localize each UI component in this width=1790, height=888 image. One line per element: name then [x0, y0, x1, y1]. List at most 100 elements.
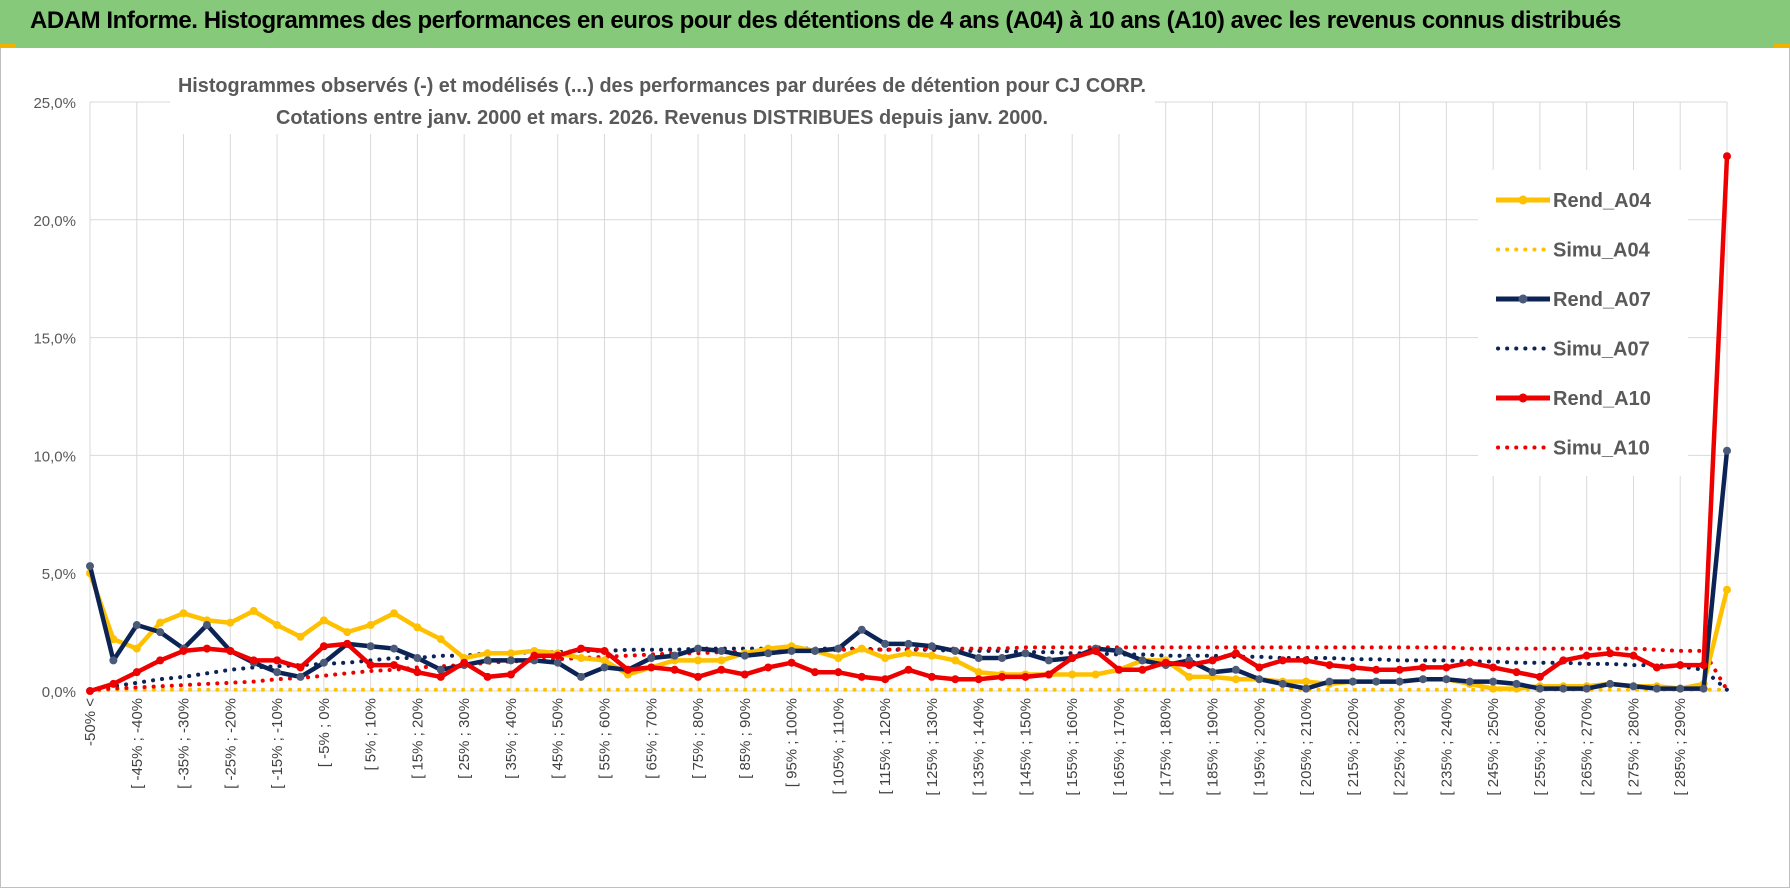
x-tick-label: [ 235% ; 240% [1438, 698, 1455, 796]
legend-marker [1518, 195, 1528, 205]
corner-accent-right [1774, 44, 1790, 48]
data-point [694, 644, 703, 653]
legend-label: Simu_A10 [1553, 438, 1650, 460]
data-point [179, 646, 188, 655]
x-tick-label: [ 65% ; 70% [643, 698, 660, 779]
data-point [273, 621, 282, 630]
data-point [1676, 661, 1685, 670]
data-point [460, 658, 469, 667]
data-point [1699, 684, 1708, 693]
x-tick-label: [ -35% ; -30% [176, 698, 193, 789]
data-point [810, 646, 819, 655]
data-point [834, 668, 843, 677]
x-tick-label: [ 175% ; 180% [1158, 698, 1175, 796]
data-point [974, 654, 983, 663]
data-point [1535, 684, 1544, 693]
data-point [1044, 670, 1053, 679]
data-point [156, 628, 165, 637]
data-point [553, 658, 562, 667]
data-point [1559, 684, 1568, 693]
data-point [249, 656, 258, 665]
legend-marker [1518, 393, 1528, 403]
data-point [1652, 663, 1661, 672]
legend-label: Rend_A04 [1553, 190, 1652, 212]
data-point [1372, 677, 1381, 686]
legend-item-rend-a07: Rend_A07 [1496, 289, 1651, 311]
data-point [1114, 646, 1123, 655]
data-point [1185, 672, 1194, 681]
data-point [904, 665, 913, 674]
data-point [1021, 672, 1030, 681]
data-point [1418, 675, 1427, 684]
data-point [530, 651, 539, 660]
legend-label: Rend_A10 [1553, 388, 1651, 410]
data-point [436, 635, 445, 644]
data-point [1559, 656, 1568, 665]
data-point [810, 668, 819, 677]
data-point [951, 646, 960, 655]
x-tick-label: [ 45% ; 50% [550, 698, 567, 779]
data-point [1325, 677, 1334, 686]
data-point [1489, 684, 1498, 693]
x-tick-label: [ 265% ; 270% [1579, 698, 1596, 796]
data-point [86, 687, 94, 695]
data-point [553, 651, 562, 660]
data-point [109, 635, 118, 644]
data-point [740, 670, 749, 679]
chart-subtitle: Cotations entre janv. 2000 et mars. 2026… [276, 107, 1048, 129]
x-tick-label: [ -15% ; -10% [269, 698, 286, 789]
series-rend-a07 [86, 446, 1731, 693]
data-point [927, 642, 936, 651]
data-point [1535, 672, 1544, 681]
data-point [1629, 682, 1638, 691]
data-point [1489, 663, 1498, 672]
data-point [764, 663, 773, 672]
data-point [1348, 677, 1357, 686]
data-point [1231, 665, 1240, 674]
data-point [1372, 665, 1381, 674]
data-point [483, 672, 492, 681]
y-tick-label: 10,0% [33, 448, 76, 465]
data-point [132, 668, 141, 677]
x-tick-label: [ 135% ; 140% [971, 698, 988, 796]
data-point [1278, 679, 1287, 688]
header-bar: ADAM Informe. Histogrammes des performan… [0, 0, 1790, 48]
header-title: ADAM Informe. Histogrammes des performan… [30, 7, 1621, 34]
data-point [1302, 656, 1311, 665]
data-point [1442, 675, 1451, 684]
y-tick-label: 25,0% [33, 95, 76, 112]
x-tick-label: [ 35% ; 40% [503, 698, 520, 779]
data-point [1676, 684, 1685, 693]
data-point [1512, 668, 1521, 677]
data-point [764, 649, 773, 658]
data-point [974, 668, 983, 677]
data-point [998, 654, 1007, 663]
data-point [857, 644, 866, 653]
data-point [927, 651, 936, 660]
data-point [436, 665, 445, 674]
x-tick-label: [ 115% ; 120% [877, 698, 894, 794]
chart-title-background [170, 66, 1155, 134]
legend-item-simu-a04: Simu_A04 [1496, 240, 1651, 262]
x-tick-label: [ -45% ; -40% [129, 698, 146, 789]
data-point [156, 618, 165, 627]
data-point [717, 665, 726, 674]
data-point [1606, 649, 1615, 658]
data-point [436, 672, 445, 681]
x-tick-label: [ 275% ; 280% [1625, 698, 1642, 796]
x-tick-label: [ 95% ; 100% [784, 698, 801, 787]
data-point [740, 651, 749, 660]
x-tick-label: [ 145% ; 150% [1017, 698, 1034, 796]
x-tick-label: -50% < [82, 698, 99, 746]
data-point [577, 644, 586, 653]
data-point [109, 679, 118, 688]
data-point [951, 675, 960, 684]
data-point [1652, 684, 1661, 693]
chart-title: Histogrammes observés (-) et modélisés (… [178, 75, 1146, 97]
data-point [366, 642, 375, 651]
data-point [834, 644, 843, 653]
data-point [179, 609, 188, 618]
data-point [974, 675, 983, 684]
data-point [647, 663, 656, 672]
data-point [343, 639, 352, 648]
